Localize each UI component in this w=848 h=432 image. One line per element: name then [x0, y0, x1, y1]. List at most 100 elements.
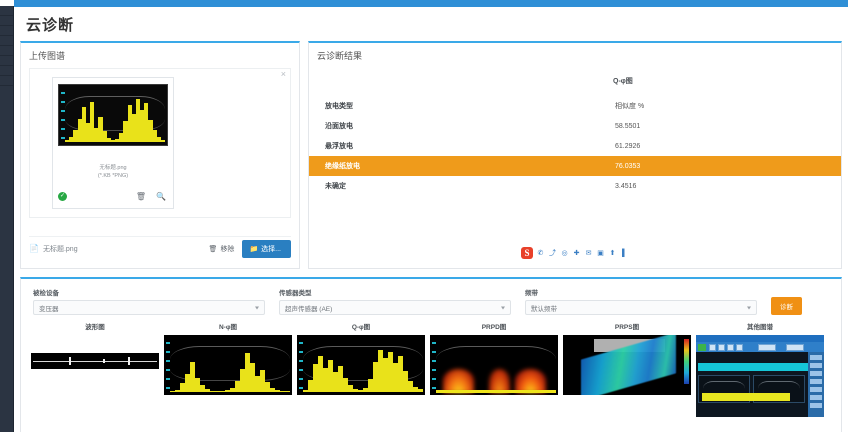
- chart-thumbnail-q-phi[interactable]: [297, 335, 425, 395]
- table-row[interactable]: 悬浮放电 61.2926: [323, 136, 827, 156]
- column-header-similarity: 相似度 %: [615, 103, 645, 110]
- thumbnail-caption: 无标题.png (*.KB *PNG): [53, 164, 173, 181]
- left-sidebar-rail[interactable]: [0, 6, 14, 432]
- axis-ticks: [61, 88, 65, 142]
- screenshot-tool-button: [709, 343, 716, 351]
- page-content: 云诊断 上传图谱 ×: [14, 7, 848, 432]
- sine-overlay: [170, 345, 290, 374]
- diagnose-button[interactable]: 诊断: [771, 297, 802, 315]
- table-row-highlighted[interactable]: 绝缘纸放电 76.0353: [309, 156, 841, 176]
- file-icon: 📄: [29, 244, 39, 253]
- spectrum-bars: [65, 94, 166, 142]
- tieba-icon[interactable]: ⬆: [609, 249, 616, 257]
- table-row[interactable]: 沿面放电 58.5501: [323, 116, 827, 136]
- sensor-type-select[interactable]: 超声传感器 (AE): [279, 300, 511, 315]
- sine-overlay: [65, 95, 165, 124]
- weixin-icon[interactable]: ✆: [537, 249, 544, 257]
- row-type: 未确定: [325, 183, 346, 190]
- axis-ticks: [432, 338, 436, 392]
- chart-thumbnail-n-phi[interactable]: [164, 335, 292, 395]
- share-logo-icon[interactable]: S: [521, 247, 533, 259]
- upload-dropzone[interactable]: ×: [29, 68, 291, 218]
- frequency-band-select-value: 默认频带: [531, 305, 557, 313]
- rail-notch: [0, 56, 13, 66]
- delete-icon[interactable]: 🗑: [135, 192, 147, 201]
- charts-row: 波形图 N-φ图: [21, 315, 841, 417]
- link-icon[interactable]: ⤴: [549, 249, 556, 257]
- chart-cell-prpd: PRPD图: [430, 321, 558, 417]
- chevron-down-icon: [747, 306, 751, 309]
- chart-cell-waveform: 波形图: [31, 321, 159, 417]
- chart-title-q-phi: Q-φ图: [351, 324, 371, 331]
- chart-thumbnail-prpd[interactable]: [430, 335, 558, 395]
- waveform-spike: [102, 358, 105, 364]
- result-chart-label-row: Q-φ图: [323, 68, 827, 96]
- douban-icon[interactable]: ▌: [622, 249, 627, 257]
- waveform-spike: [69, 356, 72, 366]
- row-value: 3.4516: [615, 182, 637, 190]
- uploaded-file-card[interactable]: 无标题.png (*.KB *PNG) ✓ 🗑 🔍: [52, 77, 174, 209]
- chart-thumbnail-waveform[interactable]: [31, 353, 159, 369]
- row-type: 悬浮放电: [325, 143, 353, 150]
- folder-icon: 📁: [249, 245, 259, 253]
- histogram-bars: [303, 344, 423, 392]
- field-sensor-type-label: 传感器类型: [279, 290, 312, 297]
- rail-notch: [0, 36, 13, 46]
- sine-overlay: [758, 380, 800, 397]
- axis-ticks: [166, 338, 170, 392]
- spectrum-thumbnail-image[interactable]: [58, 84, 168, 146]
- select-file-button[interactable]: 📁 选择...: [242, 239, 291, 258]
- axis-ticks: [299, 338, 303, 392]
- sina-icon[interactable]: ✚: [573, 249, 580, 257]
- chevron-down-icon: [501, 306, 505, 309]
- rail-notch: [0, 26, 13, 36]
- zoom-icon[interactable]: 🔍: [156, 192, 166, 201]
- waveform-baseline: [33, 361, 157, 362]
- chart-cell-q-phi: Q-φ图: [297, 321, 425, 417]
- table-row[interactable]: 未确定 3.4516: [323, 176, 827, 196]
- field-frequency-band-label: 频带: [525, 290, 538, 297]
- chart-gallery-panel: 被检设备 变压器 传感器类型 超声传感器 (AE) 频带: [20, 277, 842, 432]
- histogram-bars: [170, 344, 290, 392]
- result-panel-header: 云诊断结果: [317, 51, 363, 61]
- table-header-row: 放电类型 相似度 %: [323, 96, 827, 116]
- sine-overlay-2: [303, 357, 423, 381]
- chart-thumbnail-other[interactable]: [696, 335, 824, 417]
- row-value: 58.5501: [615, 122, 641, 130]
- screenshot-tool-button: [718, 343, 725, 351]
- chart-cell-other: 其他图谱: [696, 321, 824, 417]
- thumbnail-file-name: 无标题.png: [99, 165, 127, 171]
- chart-cell-prps: PRPS图: [563, 321, 691, 417]
- equipment-select-value: 变压器: [39, 305, 59, 313]
- qzone-icon[interactable]: ◎: [561, 249, 568, 257]
- row-type: 绝缘纸放电: [325, 163, 360, 170]
- chart-title-waveform: 波形图: [85, 324, 105, 331]
- select-button-label: 选择...: [261, 245, 281, 253]
- result-col-left-spacer: [323, 76, 613, 86]
- rail-notch: [0, 46, 13, 56]
- filter-form-row: 被检设备 变压器 传感器类型 超声传感器 (AE) 频带: [21, 279, 841, 315]
- selected-file-chip: 📄 无标题.png: [29, 244, 78, 254]
- selected-file-name: 无标题.png: [42, 245, 78, 253]
- trash-icon: 🗑: [208, 245, 218, 253]
- other-software-screenshot: [696, 335, 824, 417]
- field-equipment: 被检设备 变压器: [33, 287, 265, 315]
- sensor-type-select-value: 超声传感器 (AE): [285, 305, 333, 313]
- rail-notch: [0, 6, 13, 16]
- remove-file-button[interactable]: 🗑 移除: [209, 244, 235, 254]
- chart-thumbnail-prps[interactable]: [563, 335, 691, 395]
- field-frequency-band: 频带 默认频带: [525, 287, 757, 315]
- equipment-select[interactable]: 变压器: [33, 300, 265, 315]
- column-header-type: 放电类型: [325, 103, 353, 110]
- screenshot-cyan-band: [698, 363, 808, 371]
- more-icon[interactable]: ▣: [597, 249, 604, 257]
- frequency-band-select[interactable]: 默认频带: [525, 300, 757, 315]
- top-panels-row: 上传图谱 ×: [14, 41, 848, 269]
- field-equipment-label: 被检设备: [33, 290, 59, 297]
- close-icon[interactable]: ×: [280, 69, 286, 79]
- sine-overlay-2: [65, 107, 165, 131]
- thumbnail-actions: ✓ 🗑 🔍: [53, 191, 173, 205]
- screenshot-tool-button: [758, 343, 776, 351]
- prpd-heatmap: [436, 369, 556, 393]
- mail-icon[interactable]: ✉: [585, 249, 592, 257]
